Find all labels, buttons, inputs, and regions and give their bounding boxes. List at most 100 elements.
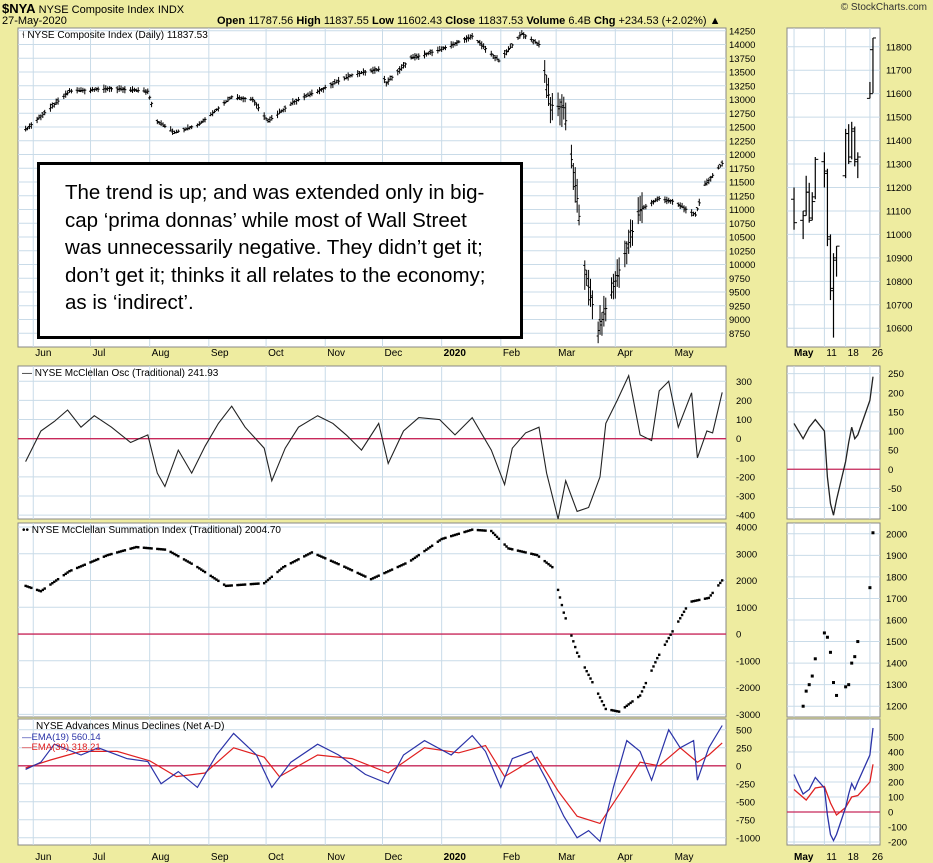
summation-point [106, 553, 109, 557]
price-bar [711, 173, 715, 178]
summation-point [587, 673, 590, 677]
price-bar [335, 79, 339, 84]
summation-point [404, 562, 407, 565]
summation-point [129, 547, 132, 550]
price-bar [600, 312, 604, 336]
summation-point [400, 564, 403, 567]
y-tick-label: 200 [888, 388, 904, 399]
price-bar [318, 87, 322, 95]
summation-point [640, 690, 644, 693]
oscillator-side-panel: 250 200 150 100 50 0 -50 -100 [786, 365, 907, 520]
summation-point [104, 554, 107, 558]
summation-side-point [832, 681, 835, 685]
price-bar [415, 53, 419, 60]
x-axis-label-side: 26 [872, 852, 884, 863]
y-tick-label: 11100 [886, 206, 911, 217]
y-tick-label: 1800 [886, 572, 907, 583]
y-tick-label: 150 [888, 407, 904, 418]
chg-label: Chg [594, 15, 616, 27]
summation-point [211, 575, 214, 579]
price-bar [104, 85, 108, 93]
summation-point [177, 554, 180, 558]
summation-point [81, 564, 85, 567]
price-bar [134, 88, 138, 93]
summation-point [617, 710, 621, 713]
summation-point [142, 546, 146, 549]
x-axis-label: Aug [152, 852, 170, 863]
y-tick-label: 11500 [729, 178, 755, 189]
summation-point [203, 570, 207, 574]
chart-date: 27-May-2020 [2, 15, 67, 27]
summation-point [293, 560, 296, 563]
price-bar [585, 269, 589, 286]
summation-point [64, 572, 67, 576]
price-bar [186, 124, 190, 131]
exchange: INDX [157, 4, 185, 16]
summation-point [545, 561, 548, 564]
price-bar [132, 87, 136, 92]
price-bar [705, 178, 709, 186]
price-bar [491, 53, 495, 60]
summation-point [478, 529, 482, 532]
summation-point [589, 677, 592, 680]
summation-point [629, 701, 632, 705]
x-axis-label-side: 11 [826, 852, 837, 863]
price-side-bar [869, 37, 876, 94]
summation-point [148, 547, 151, 550]
price-bar [516, 36, 520, 40]
summation-point [322, 556, 325, 559]
summation-point [656, 656, 659, 660]
price-bar [590, 290, 594, 320]
summation-point [616, 710, 619, 713]
summation-point [24, 584, 27, 588]
y-tick-label: 10250 [729, 246, 755, 257]
oscillator-title: — NYSE McClellan Osc (Traditional) 241.9… [22, 368, 219, 379]
summation-point [253, 582, 256, 586]
y-tick-label: 11000 [886, 230, 912, 241]
price-bar [537, 40, 541, 48]
summation-point [637, 695, 640, 699]
summation-point [369, 577, 373, 581]
y-tick-label: 12750 [729, 109, 755, 120]
y-tick-label: 1300 [886, 680, 907, 691]
summation-point [684, 607, 688, 610]
y-tick-label: 11400 [886, 136, 912, 147]
y-tick-label: 1500 [886, 637, 907, 648]
price-bar [400, 64, 404, 71]
y-tick-label: -100 [736, 453, 755, 464]
price-bar [505, 49, 509, 56]
price-panel-title: ⫮ NYSE Composite Index (Daily) 11837.53 [22, 30, 208, 41]
summation-point [93, 559, 96, 562]
x-axis-label: Mar [558, 852, 576, 863]
summation-point [371, 577, 375, 580]
price-bar [468, 34, 472, 40]
summation-point [388, 569, 392, 572]
summation-point [308, 552, 312, 555]
summation-point [532, 553, 535, 556]
x-axis-label: Nov [327, 852, 345, 863]
price-bar [297, 96, 301, 102]
summation-point [75, 566, 79, 570]
volume-label: Volume [526, 15, 566, 27]
summation-point [96, 557, 100, 561]
summation-point [224, 584, 228, 588]
summation-point [175, 553, 178, 557]
summation-side-point [856, 640, 860, 644]
y-tick-label: -100 [888, 823, 907, 834]
price-side-bar [833, 245, 840, 277]
summation-point [505, 545, 508, 548]
y-tick-label: 500 [888, 733, 904, 744]
y-tick-label: 0 [736, 434, 741, 445]
advances-declines-title: NYSE Advances Minus Declines (Net A-D) [36, 721, 224, 732]
price-bar [214, 108, 218, 112]
y-tick-label: 10000 [729, 260, 755, 271]
price-bar [671, 198, 675, 205]
price-bar [94, 87, 98, 92]
summation-point [698, 598, 701, 602]
summation-point [690, 600, 693, 603]
price-bar [255, 102, 259, 109]
summation-point [682, 610, 686, 613]
summation-point [79, 565, 83, 568]
price-bar [562, 96, 566, 120]
price-bar [230, 95, 234, 100]
